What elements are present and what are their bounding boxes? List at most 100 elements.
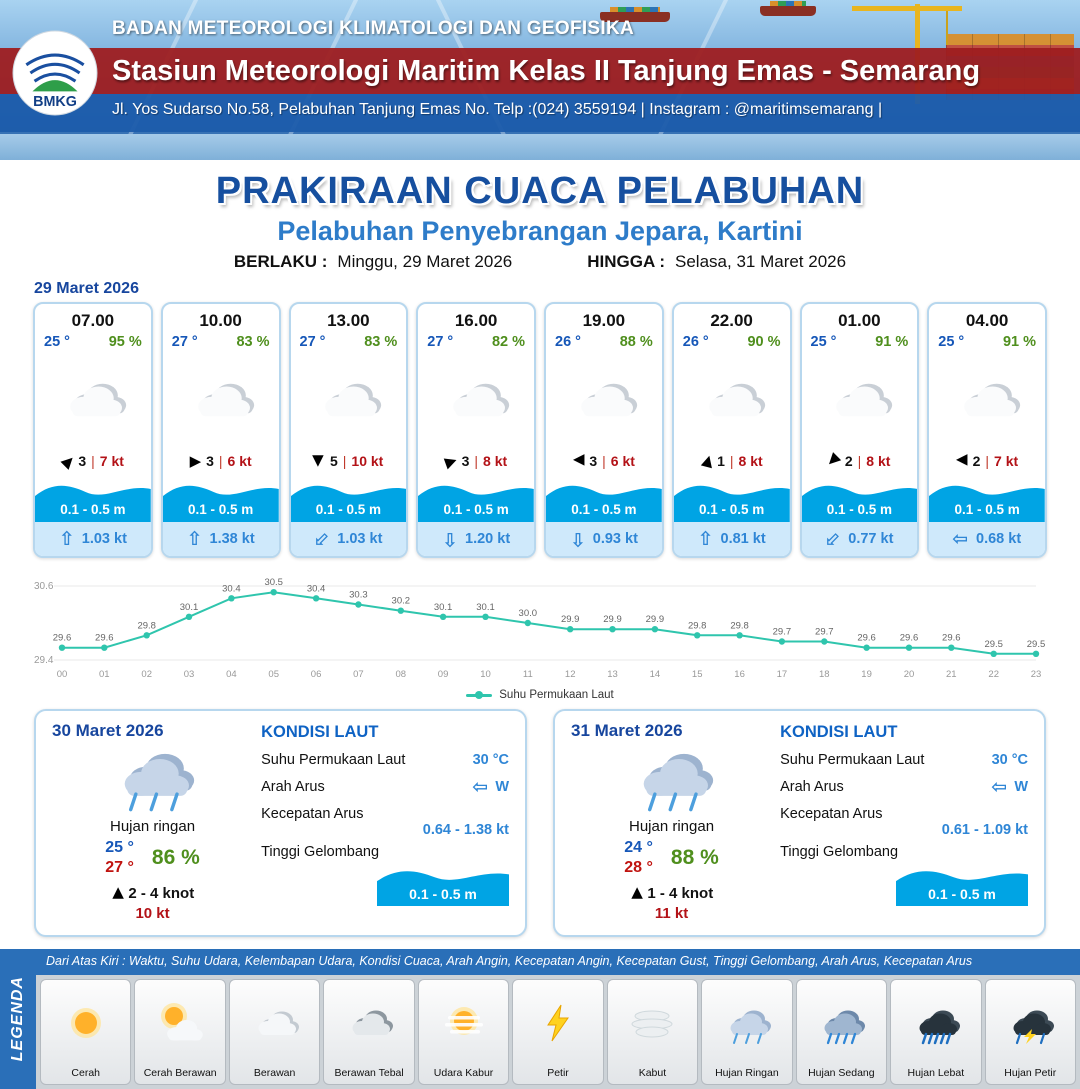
legend-item-label: Cerah <box>71 1067 101 1080</box>
wind-row: ▶ 5 | 10 kt <box>291 452 407 476</box>
wind-row: ▶ 3 | 8 kt <box>418 451 534 476</box>
sst-line-chart: 30.6 29.4 29.6 00 29.6 01 29.8 02 30.1 03 30.4 04 30… <box>34 577 1045 680</box>
humidity: 88 % <box>619 334 653 350</box>
svg-text:05: 05 <box>268 669 279 680</box>
forecast-date: 29 Maret 2026 <box>34 280 139 297</box>
divider: | <box>857 453 862 469</box>
wind-row: ▶ 1 | 8 kt <box>674 452 790 476</box>
wave-shape <box>801 485 918 522</box>
crane-icon <box>852 6 962 11</box>
current-row: ⇧ 1.20 kt <box>418 522 534 556</box>
wind-speed: 8 kt <box>866 453 891 469</box>
current-speed: 0.93 kt <box>592 531 638 547</box>
svg-text:17: 17 <box>777 669 788 680</box>
wind-force: 2 <box>844 453 853 469</box>
svg-text:29.8: 29.8 <box>730 620 749 631</box>
daily-forecast-row: 30 Maret 2026 Hujan ringan 25 ° 27 ° 86 … <box>0 703 1080 937</box>
valid-from-value: Minggu, 29 Maret 2026 <box>337 252 513 271</box>
temp-humidity-row: 26 ° 88 % <box>546 334 662 350</box>
legend-item-label: Hujan Petir <box>1004 1067 1057 1080</box>
air-temperature: 25 ° <box>44 334 70 350</box>
svg-text:19: 19 <box>861 669 872 680</box>
forecast-time: 01.00 <box>838 311 881 330</box>
humidity: 91 % <box>1002 334 1036 350</box>
station-name: Stasiun Meteorologi Maritim Kelas II Tan… <box>112 55 981 87</box>
current-direction-icon: ⇧ <box>442 528 458 550</box>
wind-range: 2 - 4 knot <box>128 884 195 902</box>
air-temperature: 27 ° <box>427 334 454 350</box>
humidity: 82 % <box>491 334 525 350</box>
legend-caption: Dari Atas Kiri : Waktu, Suhu Udara, Kele… <box>36 949 1080 975</box>
svg-text:29.9: 29.9 <box>646 614 665 625</box>
legend-item: Cerah <box>40 979 132 1085</box>
thick-cloud-icon <box>342 980 396 1068</box>
humidity: 88 % <box>670 846 719 869</box>
current-speed: 1.20 kt <box>465 531 511 547</box>
hourly-forecast-card: 16.00 27 ° 82 % ▶ 3 | 8 kt 0.1 - 0.5 m ⇧… <box>416 302 536 558</box>
svg-text:30.1: 30.1 <box>476 602 495 613</box>
weather-description: Hujan ringan <box>110 818 196 835</box>
temp-humidity-row: 27 ° 83 % <box>291 334 407 350</box>
divider: | <box>474 453 479 469</box>
current-row: ⇧ 0.81 kt <box>673 522 790 556</box>
air-temperature: 25 ° <box>938 334 965 350</box>
legend-item: Udara Kabur <box>417 979 510 1085</box>
svg-text:29.9: 29.9 <box>561 614 580 625</box>
wave-height-band: 0.1 - 0.5 m <box>35 476 151 522</box>
daily-temps: 24 ° 28 ° 88 % <box>624 838 719 878</box>
chart-legend-label: Suhu Permukaan Laut <box>499 689 614 701</box>
cloudy-icon <box>35 350 151 452</box>
wave-height-band: 0.1 - 0.5 m <box>162 476 279 522</box>
sea-condition-title: KONDISI LAUT <box>780 723 898 741</box>
wave-height-label: Tinggi Gelombang <box>261 844 380 860</box>
svg-text:29.8: 29.8 <box>137 620 156 631</box>
temp-humidity-row: 27 ° 82 % <box>418 334 534 350</box>
wave-height-band: 0.1 - 0.5 m <box>896 862 1028 906</box>
daily-weather-column: 30 Maret 2026 Hujan ringan 25 ° 27 ° 86 … <box>52 721 253 925</box>
divider: | <box>218 453 223 469</box>
cloudy-icon <box>163 350 279 452</box>
current-direction-icon: ⇧ <box>470 779 493 795</box>
wind-direction-icon: ▶ <box>696 453 717 469</box>
current-direction-icon: ⇧ <box>950 531 973 547</box>
svg-text:29.5: 29.5 <box>984 639 1003 650</box>
legend-item-label: Hujan Ringan <box>715 1067 779 1080</box>
agency-name: BADAN METEOROLOGI KLIMATOLOGI DAN GEOFIS… <box>112 18 635 39</box>
light-rain-icon <box>720 980 774 1068</box>
gust-speed: 11 kt <box>654 905 689 922</box>
current-speed-label: Kecepatan Arus <box>261 806 364 822</box>
temp-humidity-row: 25 ° 95 % <box>35 334 151 350</box>
wind-direction-icon: ▶ <box>956 452 968 470</box>
wind-force: 1 <box>717 453 725 469</box>
legend-items: Cerah Cerah Berawan Berawan Berawan Teba… <box>36 975 1080 1089</box>
chart-legend: Suhu Permukaan Laut <box>22 688 1058 703</box>
bmkg-logo-text: BMKG <box>33 94 77 110</box>
svg-text:30.2: 30.2 <box>392 596 411 607</box>
wind-force: 3 <box>78 453 87 469</box>
hourly-forecast-card: 01.00 25 ° 91 % ▶ 2 | 8 kt 0.1 - 0.5 m ⇧… <box>799 302 920 558</box>
wind-direction-icon: ▶ <box>57 450 79 472</box>
temp-humidity-row: 26 ° 90 % <box>674 334 790 350</box>
svg-text:30.1: 30.1 <box>434 602 453 613</box>
svg-text:29.9: 29.9 <box>603 614 622 625</box>
cloudy-icon <box>802 350 918 452</box>
current-row: ⇧ 1.38 kt <box>162 522 279 556</box>
wave-shape <box>418 485 534 522</box>
current-speed-label: Kecepatan Arus <box>780 806 883 822</box>
hourly-forecast-row: 07.00 25 ° 95 % ▶ 3 | 7 kt 0.1 - 0.5 m ⇧… <box>0 302 1080 558</box>
sun-icon <box>59 980 113 1068</box>
svg-text:29.6: 29.6 <box>900 633 919 644</box>
temp-humidity-row: 27 ° 83 % <box>163 334 279 350</box>
cloudy-icon <box>929 350 1045 452</box>
moderate-rain-icon <box>814 980 868 1068</box>
current-direction-icon: ⇧ <box>186 528 203 550</box>
wave-height-label: Tinggi Gelombang <box>780 844 899 860</box>
current-row: ⇧ 0.77 kt <box>801 522 918 556</box>
wind-direction-icon: ▶ <box>823 450 845 472</box>
svg-text:06: 06 <box>311 669 322 680</box>
valid-to-value: Selasa, 31 Maret 2026 <box>675 252 847 271</box>
air-temperature: 26 ° <box>682 334 709 350</box>
legend-item: Cerah Berawan <box>134 979 226 1085</box>
wave-height: 0.1 - 0.5 m <box>60 502 126 517</box>
humidity: 83 % <box>364 334 398 350</box>
